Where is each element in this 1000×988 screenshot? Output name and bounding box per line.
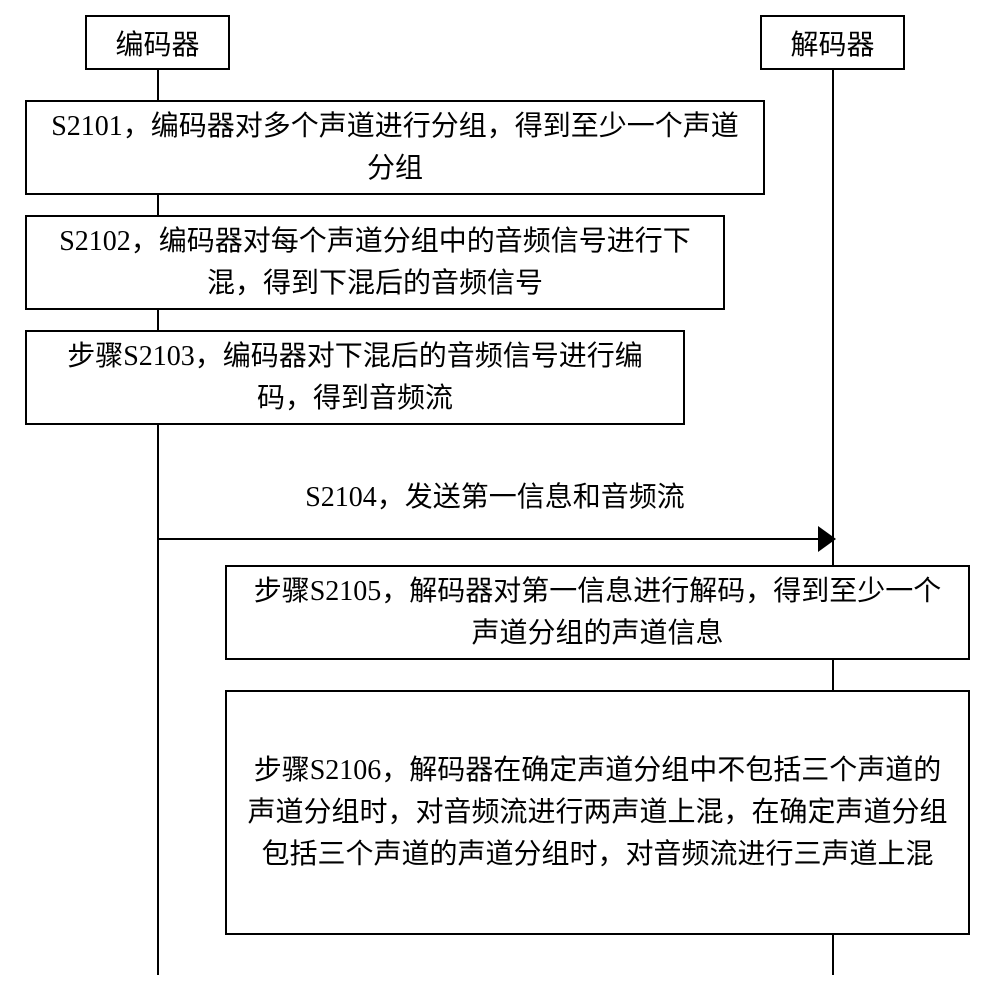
encoder-participant: 编码器 xyxy=(85,15,230,70)
message-s2104-text: S2104，发送第一信息和音频流 xyxy=(305,482,685,513)
sequence-diagram: 编码器 解码器 S2101，编码器对多个声道进行分组，得到至少一个声道分组 S2… xyxy=(0,0,1000,988)
step-s2105: 步骤S2105，解码器对第一信息进行解码，得到至少一个声道分组的声道信息 xyxy=(225,565,970,660)
step-s2103-text: 步骤S2103，编码器对下混后的音频信号进行编码，得到音频流 xyxy=(42,336,668,420)
step-s2101: S2101，编码器对多个声道进行分组，得到至少一个声道分组 xyxy=(25,100,765,195)
encoder-lifeline xyxy=(157,70,159,975)
message-s2104-label: S2104，发送第一信息和音频流 xyxy=(280,475,710,515)
step-s2106: 步骤S2106，解码器在确定声道分组中不包括三个声道的声道分组时，对音频流进行两… xyxy=(225,690,970,935)
decoder-label: 解码器 xyxy=(790,23,874,63)
encoder-label: 编码器 xyxy=(115,23,199,63)
step-s2105-text: 步骤S2105，解码器对第一信息进行解码，得到至少一个声道分组的声道信息 xyxy=(242,571,953,655)
step-s2106-text: 步骤S2106，解码器在确定声道分组中不包括三个声道的声道分组时，对音频流进行两… xyxy=(242,750,953,876)
step-s2101-text: S2101，编码器对多个声道进行分组，得到至少一个声道分组 xyxy=(42,106,748,190)
step-s2103: 步骤S2103，编码器对下混后的音频信号进行编码，得到音频流 xyxy=(25,330,685,425)
decoder-participant: 解码器 xyxy=(760,15,905,70)
step-s2102-text: S2102，编码器对每个声道分组中的音频信号进行下混，得到下混后的音频信号 xyxy=(42,221,708,305)
message-s2104-arrowhead xyxy=(818,526,836,552)
step-s2102: S2102，编码器对每个声道分组中的音频信号进行下混，得到下混后的音频信号 xyxy=(25,215,725,310)
message-s2104-arrow xyxy=(158,538,832,540)
